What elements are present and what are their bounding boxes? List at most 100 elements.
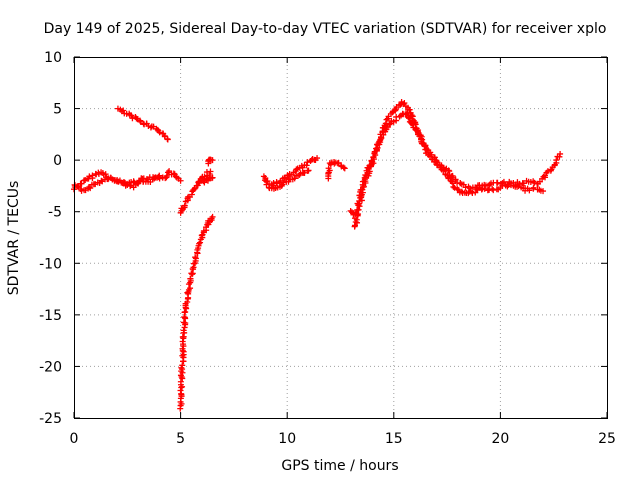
data-point bbox=[89, 172, 96, 179]
y-tick-label: -10 bbox=[39, 256, 62, 272]
data-point bbox=[340, 164, 347, 171]
data-point bbox=[184, 299, 191, 306]
series-seg2 bbox=[71, 172, 163, 194]
series-seg10 bbox=[325, 159, 348, 182]
series-seg9 bbox=[266, 167, 312, 192]
data-point bbox=[433, 158, 440, 165]
data-point bbox=[207, 168, 214, 175]
data-point bbox=[87, 185, 94, 192]
y-tick-label: -20 bbox=[39, 359, 62, 375]
data-point bbox=[494, 179, 501, 186]
data-point bbox=[128, 112, 135, 119]
x-tick-label: 0 bbox=[70, 431, 79, 447]
data-point bbox=[386, 121, 393, 128]
data-point bbox=[314, 155, 321, 162]
data-point bbox=[166, 168, 173, 175]
data-point bbox=[85, 184, 92, 191]
data-point bbox=[281, 175, 288, 182]
data-point bbox=[209, 213, 216, 220]
data-point bbox=[526, 187, 533, 194]
data-point bbox=[421, 142, 428, 149]
y-tick-label: 10 bbox=[44, 50, 62, 66]
data-point bbox=[466, 185, 473, 192]
data-point bbox=[181, 202, 188, 209]
data-point bbox=[197, 239, 204, 246]
data-point bbox=[404, 110, 411, 117]
data-point bbox=[264, 178, 271, 185]
data-point bbox=[305, 167, 312, 174]
plot-frame bbox=[74, 57, 608, 419]
data-point bbox=[180, 327, 187, 334]
data-point bbox=[473, 186, 480, 193]
data-point bbox=[109, 176, 116, 183]
data-point bbox=[177, 387, 184, 394]
data-point bbox=[147, 124, 154, 131]
data-point bbox=[86, 173, 93, 180]
data-point bbox=[156, 172, 163, 179]
data-point bbox=[353, 216, 360, 223]
data-point bbox=[301, 169, 308, 176]
data-point bbox=[440, 167, 447, 174]
data-point bbox=[403, 111, 410, 118]
data-point bbox=[500, 178, 507, 185]
series-seg7 bbox=[177, 213, 216, 412]
data-point bbox=[557, 150, 564, 157]
y-tick-label: -25 bbox=[39, 411, 62, 427]
data-point bbox=[369, 158, 376, 165]
data-point bbox=[164, 136, 171, 143]
data-point bbox=[304, 159, 311, 166]
data-point bbox=[405, 115, 412, 122]
data-point bbox=[192, 254, 199, 261]
grid-lines bbox=[74, 57, 607, 418]
data-point bbox=[401, 99, 408, 106]
x-axis-label: GPS time / hours bbox=[281, 458, 398, 474]
data-point bbox=[341, 165, 348, 172]
data-point bbox=[531, 179, 538, 186]
data-point bbox=[367, 163, 374, 170]
data-point bbox=[78, 180, 85, 187]
data-point bbox=[462, 184, 469, 191]
x-tick-label: 5 bbox=[176, 431, 185, 447]
y-tick-label: -15 bbox=[39, 308, 62, 324]
data-point bbox=[180, 348, 187, 355]
data-point bbox=[155, 173, 162, 180]
data-points bbox=[70, 99, 564, 412]
data-point bbox=[383, 116, 390, 123]
data-point bbox=[374, 144, 381, 151]
data-point bbox=[553, 157, 560, 164]
data-point bbox=[273, 180, 280, 187]
axis-ticks: 0 5 10 15 20 25 10 5 0 -5 -10 -15 -20 -25 bbox=[39, 50, 616, 447]
chart-title: Day 149 of 2025, Sidereal Day-to-day VTE… bbox=[44, 21, 607, 37]
data-point bbox=[209, 174, 216, 181]
data-point bbox=[540, 188, 547, 195]
data-point bbox=[74, 183, 81, 190]
data-point bbox=[179, 362, 186, 369]
y-axis-label: SDTVAR / TECUs bbox=[6, 181, 22, 296]
series-seg12 bbox=[351, 110, 547, 230]
data-point bbox=[405, 114, 412, 121]
y-tick-label: 0 bbox=[53, 153, 62, 169]
data-point bbox=[196, 240, 203, 247]
data-point bbox=[102, 171, 109, 178]
y-tick-label: 5 bbox=[53, 102, 62, 118]
data-point bbox=[115, 178, 122, 185]
data-point bbox=[177, 177, 184, 184]
data-point bbox=[163, 172, 170, 179]
data-point bbox=[434, 159, 441, 166]
data-point bbox=[156, 129, 163, 136]
x-tick-label: 15 bbox=[385, 431, 403, 447]
x-tick-label: 10 bbox=[278, 431, 296, 447]
data-point bbox=[170, 170, 177, 177]
data-point bbox=[164, 169, 171, 176]
data-point bbox=[355, 206, 362, 213]
data-point bbox=[360, 184, 367, 191]
data-point bbox=[416, 133, 423, 140]
data-point bbox=[179, 333, 186, 340]
data-point bbox=[177, 378, 184, 385]
x-tick-label: 20 bbox=[491, 431, 509, 447]
data-point bbox=[187, 285, 194, 292]
x-tick-label: 25 bbox=[598, 431, 616, 447]
data-point bbox=[198, 232, 205, 239]
data-point bbox=[192, 255, 199, 262]
